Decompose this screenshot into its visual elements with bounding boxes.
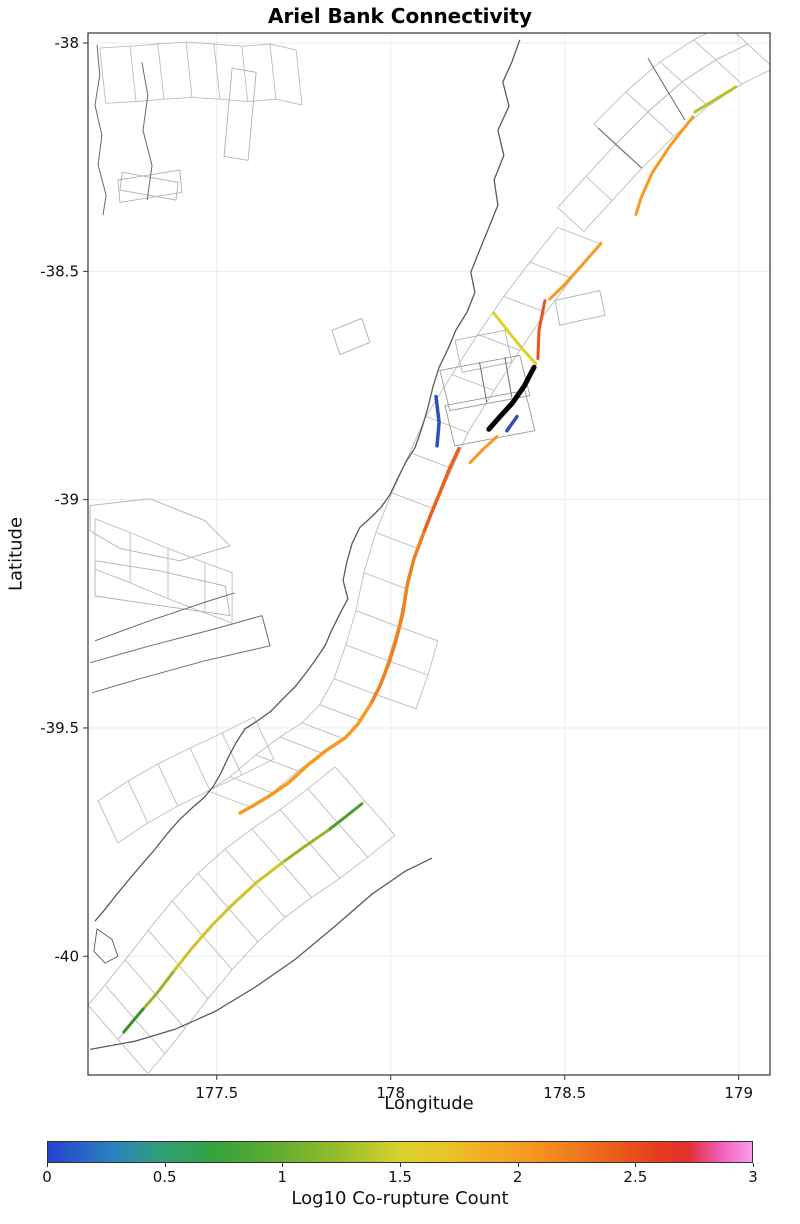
- y-tick-label: -38: [55, 34, 80, 52]
- south-yellowgreen-upper: [281, 828, 330, 864]
- segment-blue-west: [434, 394, 441, 448]
- y-tick-label: -39: [55, 491, 80, 509]
- colorbar-label: Log10 Co-rupture Count: [291, 1188, 509, 1209]
- colorbar: [47, 1141, 753, 1163]
- x-tick-label: 178: [376, 1084, 405, 1102]
- colorbar-tick-label: 1: [277, 1168, 288, 1186]
- colorbar-tick-label: 3: [748, 1168, 758, 1186]
- colorbar-tick-label: 2.5: [623, 1168, 648, 1186]
- colorbar-tick-mark: [282, 1163, 284, 1167]
- trace-west-2: [89, 615, 263, 664]
- x-tick-label: 178.5: [543, 1084, 586, 1102]
- ladder-west-mid: [94, 518, 233, 624]
- segment-ne-olive: [693, 85, 738, 114]
- ladder-northeast-coastal: [557, 43, 770, 232]
- y-tick-label: -38.5: [40, 262, 79, 280]
- rung-ariel-2: [504, 357, 513, 398]
- main-mid-orange: [369, 530, 426, 706]
- coastline-south: [89, 857, 433, 1051]
- quad-small-mid: [331, 317, 371, 356]
- quad-nw-tilted-1: [117, 169, 183, 203]
- colorbar-tick-mark: [400, 1163, 401, 1167]
- quad-ariel-1: [439, 354, 531, 412]
- colorbar-gradient: [48, 1142, 752, 1162]
- chart-title: Ariel Bank Connectivity: [267, 4, 533, 28]
- y-tick-label: -39.5: [40, 719, 79, 737]
- south-yellow-mid: [171, 860, 285, 974]
- x-tick-label: 179: [724, 1084, 753, 1102]
- strip-nw-vertical: [223, 67, 257, 161]
- ladder-northwest: [99, 41, 303, 106]
- south-green-upper: [326, 802, 364, 832]
- main-upper-redorange: [422, 446, 461, 535]
- trace-nw-2: [141, 62, 153, 201]
- colorbar-tick-mark: [753, 1163, 754, 1167]
- ladder-northeast-upper: [593, 33, 749, 145]
- south-yellowgreen-lower: [141, 970, 175, 1011]
- poly-west-2: [94, 560, 231, 617]
- segment-yellow: [492, 311, 538, 366]
- poly-west-1: [89, 498, 231, 562]
- quad-ariel-3: [454, 329, 513, 373]
- ladder-south-lower: [117, 800, 396, 1074]
- colorbar-tick-label: 1.5: [388, 1168, 412, 1186]
- x-axis-label: Longitude: [384, 1093, 474, 1114]
- x-tick-label: 177.5: [195, 1084, 238, 1102]
- coastline-east-cape: [94, 39, 521, 922]
- ladder-southwest: [97, 716, 275, 844]
- y-axis-label: Latitude: [5, 516, 27, 592]
- segment-blue-east: [505, 414, 519, 433]
- rung-ariel-1: [479, 362, 488, 403]
- main-lower-orange: [238, 702, 373, 815]
- island-mahia: [93, 928, 119, 964]
- trace-nw-1: [94, 44, 107, 216]
- colorbar-ticks: 0 0.5 1 1.5 2 2.5 3: [0, 1163, 800, 1188]
- colorbar-tick-mark: [517, 1163, 519, 1167]
- colorbar-tick-label: 2: [512, 1168, 523, 1186]
- south-green-lower: [122, 1007, 145, 1034]
- segment-orange-hook: [468, 435, 499, 465]
- ariel-bank-fault: [486, 364, 537, 432]
- colorbar-tick-mark: [164, 1163, 166, 1167]
- trace-ne-2: [597, 127, 643, 169]
- segment-redorange-vertical: [536, 299, 547, 361]
- segment-mid-orange: [548, 242, 603, 301]
- colorbar-tick-label: 0.5: [152, 1168, 177, 1186]
- y-tick-label: -40: [55, 947, 80, 965]
- ladder-south-upper: [88, 766, 366, 1040]
- colorbar-tick-mark: [635, 1163, 637, 1167]
- colorbar-tick-mark: [47, 1163, 48, 1167]
- plot-frame: [87, 32, 771, 1076]
- colorbar-tick-label: 0: [42, 1168, 52, 1186]
- quad-east-cluster: [554, 289, 606, 326]
- trace-ne-1: [647, 57, 686, 121]
- quad-nw-tilted-2: [119, 171, 179, 201]
- segment-ne-orange: [634, 115, 695, 216]
- map-content: [88, 33, 770, 1075]
- trace-west-3: [91, 615, 271, 694]
- trace-west-1: [94, 592, 235, 642]
- quad-ariel-2: [444, 389, 536, 447]
